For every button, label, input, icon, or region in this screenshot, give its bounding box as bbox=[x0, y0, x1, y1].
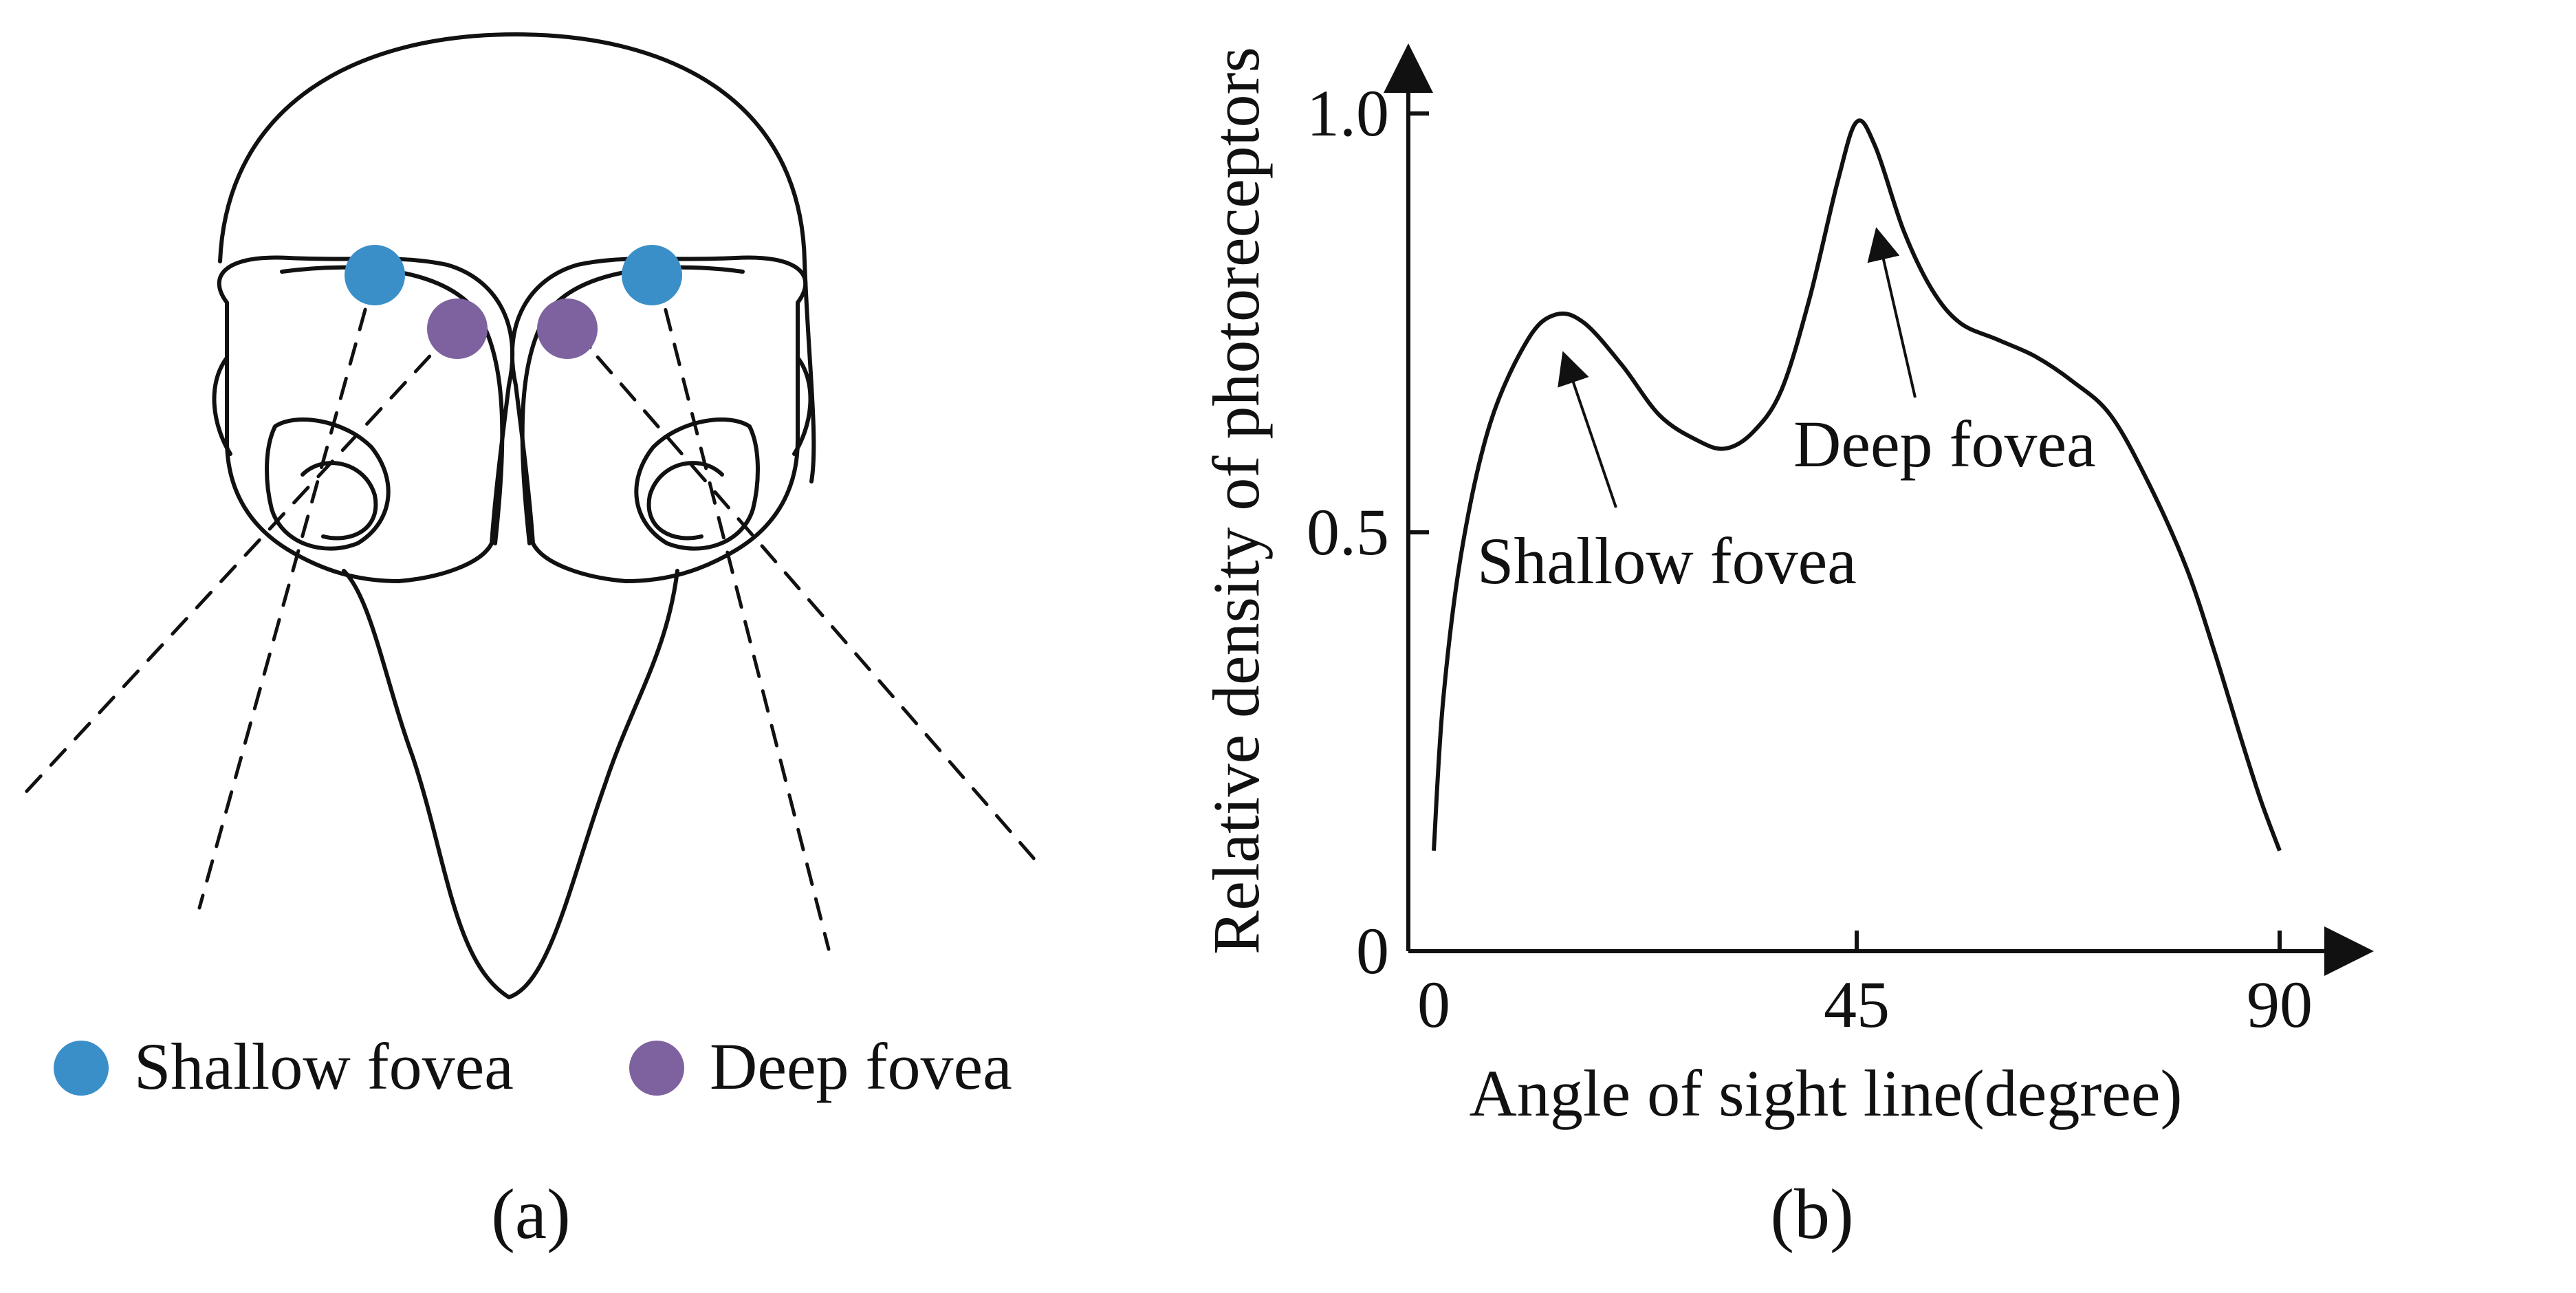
sight-line-left-shallow bbox=[197, 273, 377, 910]
left-lens-inner bbox=[301, 461, 378, 541]
legend-shallow-fovea-label: Shallow fovea bbox=[134, 1030, 514, 1103]
skull-outline bbox=[218, 32, 816, 483]
legend-deep-fovea-swatch bbox=[629, 1041, 684, 1096]
right-lens-inner bbox=[646, 461, 724, 541]
panel-b-caption: (b) bbox=[1770, 1175, 1853, 1254]
x-ticks: 0 45 90 bbox=[1417, 931, 2313, 1041]
deep-fovea-annotation: Deep fovea bbox=[1793, 407, 2096, 481]
shallow-fovea-annotation: Shallow fovea bbox=[1477, 524, 1857, 598]
left-deep-fovea-dot bbox=[427, 298, 488, 359]
right-deep-fovea-dot bbox=[537, 298, 598, 359]
beak-outline bbox=[342, 569, 679, 999]
left-shallow-fovea-dot bbox=[345, 245, 405, 305]
y-tick-label: 1.0 bbox=[1307, 76, 1389, 150]
deep-fovea-annotation-arrow bbox=[1867, 227, 1917, 398]
x-axis-label: Angle of sight line(degree) bbox=[1470, 1056, 2183, 1130]
y-tick-label: 0.5 bbox=[1307, 495, 1389, 569]
sight-line-left-deep bbox=[19, 328, 456, 800]
left-side-tuft bbox=[212, 356, 232, 456]
sight-line-right-deep bbox=[572, 328, 1037, 862]
y-ticks: 0 0.5 1.0 bbox=[1307, 76, 1429, 988]
panel-a-caption: (a) bbox=[491, 1175, 570, 1254]
sight-line-right-shallow bbox=[655, 273, 831, 951]
x-tick-label: 0 bbox=[1417, 968, 1450, 1041]
left-lens bbox=[265, 417, 391, 551]
legend-shallow-fovea-swatch bbox=[54, 1041, 109, 1096]
right-lens bbox=[634, 417, 760, 551]
right-side-tuft bbox=[792, 356, 813, 456]
right-shallow-fovea-dot bbox=[622, 245, 682, 305]
x-tick-label: 90 bbox=[2247, 968, 2313, 1041]
y-axis-label: Relative density of photoreceptors bbox=[1199, 47, 1273, 955]
x-tick-label: 45 bbox=[1824, 968, 1890, 1041]
density-chart: 0 0.5 1.0 0 45 90 Relative density of photor… bbox=[1199, 43, 2374, 1130]
y-tick-label: 0 bbox=[1356, 914, 1389, 988]
legend-deep-fovea-label: Deep fovea bbox=[710, 1030, 1012, 1103]
shallow-fovea-annotation-arrow bbox=[1558, 351, 1617, 508]
density-curve bbox=[1432, 118, 2282, 851]
legend: Shallow fovea Deep fovea bbox=[54, 1030, 1012, 1103]
bird-head-diagram bbox=[19, 32, 1037, 999]
